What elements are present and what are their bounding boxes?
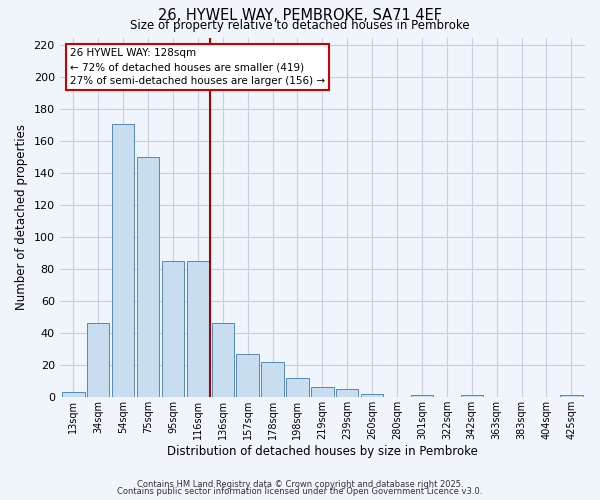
Bar	[560, 395, 583, 397]
Bar	[62, 392, 85, 397]
Bar	[87, 324, 109, 397]
Text: 26 HYWEL WAY: 128sqm
← 72% of detached houses are smaller (419)
27% of semi-deta: 26 HYWEL WAY: 128sqm ← 72% of detached h…	[70, 48, 325, 86]
Text: Contains public sector information licensed under the Open Government Licence v3: Contains public sector information licen…	[118, 487, 482, 496]
Bar	[112, 124, 134, 397]
Bar	[461, 395, 483, 397]
Bar	[336, 389, 358, 397]
Y-axis label: Number of detached properties: Number of detached properties	[15, 124, 28, 310]
Bar	[187, 261, 209, 397]
X-axis label: Distribution of detached houses by size in Pembroke: Distribution of detached houses by size …	[167, 444, 478, 458]
Text: 26, HYWEL WAY, PEMBROKE, SA71 4EF: 26, HYWEL WAY, PEMBROKE, SA71 4EF	[158, 8, 442, 22]
Bar	[286, 378, 308, 397]
Bar	[236, 354, 259, 397]
Bar	[137, 158, 159, 397]
Bar	[262, 362, 284, 397]
Bar	[411, 395, 433, 397]
Bar	[212, 324, 234, 397]
Text: Size of property relative to detached houses in Pembroke: Size of property relative to detached ho…	[130, 18, 470, 32]
Bar	[162, 261, 184, 397]
Bar	[311, 387, 334, 397]
Bar	[361, 394, 383, 397]
Text: Contains HM Land Registry data © Crown copyright and database right 2025.: Contains HM Land Registry data © Crown c…	[137, 480, 463, 489]
